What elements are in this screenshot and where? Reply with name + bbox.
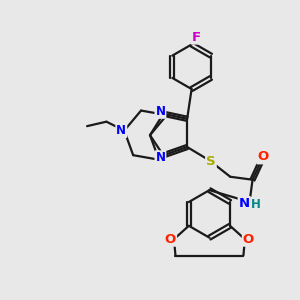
- Text: O: O: [165, 233, 176, 246]
- Text: O: O: [243, 233, 254, 246]
- Text: N: N: [155, 105, 165, 118]
- Text: N: N: [116, 124, 126, 137]
- Text: S: S: [206, 155, 216, 168]
- Text: N: N: [239, 197, 250, 210]
- Text: H: H: [251, 198, 261, 211]
- Text: N: N: [155, 151, 165, 164]
- Text: F: F: [191, 31, 201, 44]
- Text: O: O: [257, 150, 268, 163]
